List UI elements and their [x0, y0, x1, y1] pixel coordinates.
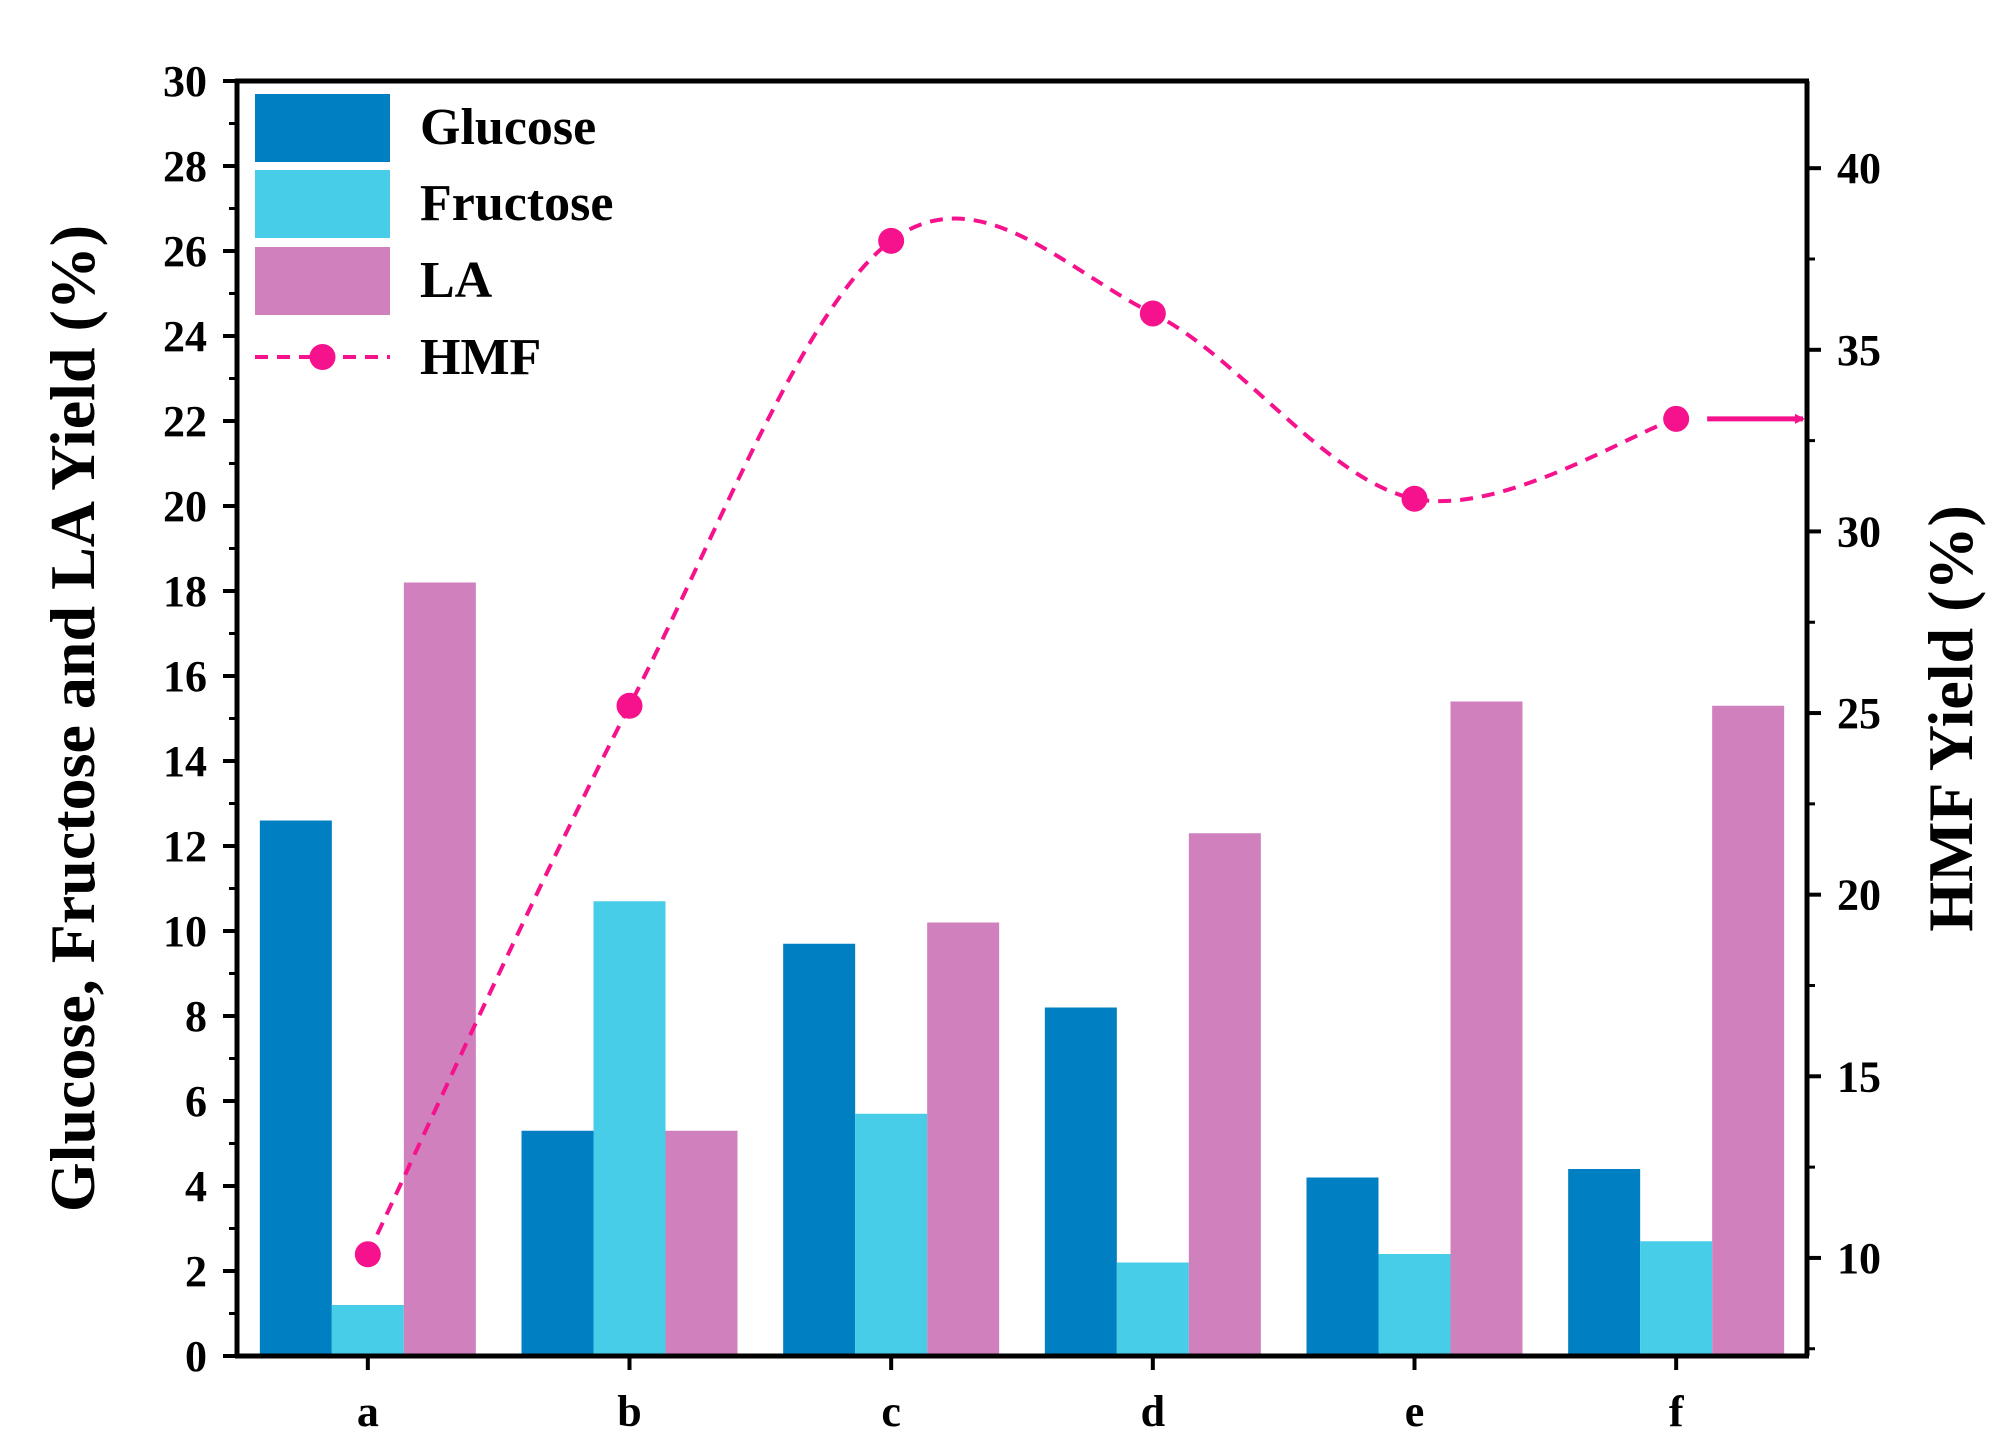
y-tick-label: 0: [185, 1332, 207, 1381]
la-bar: [665, 1130, 738, 1356]
glucose-bar: [1306, 1177, 1379, 1356]
y2-axis-label: HMF Yield (%): [1915, 505, 1986, 932]
y-tick-label: 4: [185, 1162, 207, 1211]
y-tick-label: 24: [163, 312, 207, 361]
glucose-bar: [783, 943, 856, 1356]
glucose-bar: [521, 1130, 594, 1356]
glucose-bar: [1044, 1007, 1117, 1356]
x-tick-label: e: [1405, 1387, 1425, 1436]
hmf-line: [366, 216, 1677, 1256]
fructose-bar: [593, 901, 666, 1356]
fructose-bar: [1640, 1241, 1713, 1356]
y-tick-label: 6: [185, 1077, 207, 1126]
la-bar: [1712, 705, 1785, 1356]
legend-label-glucose: Glucose: [420, 99, 596, 156]
legend-label-la: LA: [420, 252, 493, 309]
legend-label-fructose: Fructose: [420, 175, 613, 232]
y-tick-label: 8: [185, 992, 207, 1041]
y2-tick-label: 35: [1837, 326, 1881, 375]
legend-label-hmf: HMF: [420, 329, 541, 386]
y-tick-label: 10: [163, 907, 207, 956]
hmf-point: [1139, 300, 1166, 327]
glucose-bar: [1568, 1169, 1641, 1356]
y-tick-label: 12: [163, 822, 207, 871]
x-tick-label: a: [357, 1387, 379, 1436]
y2-tick-label: 15: [1837, 1052, 1881, 1101]
hmf-point: [1663, 405, 1690, 432]
y2-tick-label: 10: [1837, 1234, 1881, 1283]
y-axis-label: Glucose, Fructose and LA Yield (%): [37, 225, 108, 1212]
bars-layer: [259, 582, 1785, 1356]
legend-swatch-hmf-marker: [309, 344, 336, 370]
y2-tick-label: 30: [1837, 507, 1881, 556]
hmf-point: [354, 1241, 381, 1268]
x-tick-label: f: [1669, 1387, 1685, 1436]
hmf-point: [616, 692, 643, 719]
hmf-point: [1401, 485, 1428, 512]
y-tick-label: 26: [163, 227, 207, 276]
x-tick-label: c: [881, 1387, 901, 1436]
fructose-bar: [1378, 1254, 1451, 1356]
y-tick-label: 20: [163, 482, 207, 531]
y-tick-label: 22: [163, 397, 207, 446]
fructose-bar: [331, 1305, 404, 1356]
y-tick-label: 30: [163, 57, 207, 106]
la-bar: [403, 582, 476, 1356]
legend-swatch-glucose: [255, 94, 390, 162]
y-tick-label: 14: [163, 737, 207, 786]
legend: Glucose Fructose LA HMF: [255, 94, 613, 386]
la-bar: [927, 922, 1000, 1356]
y2-tick-label: 25: [1837, 689, 1881, 738]
axes-layer: 0246810121416182022242628301015202530354…: [163, 57, 1881, 1436]
x-tick-label: d: [1141, 1387, 1165, 1436]
legend-swatch-fructose: [255, 170, 390, 238]
fructose-bar: [855, 1113, 928, 1356]
fructose-bar: [1116, 1262, 1189, 1356]
y-tick-label: 2: [185, 1247, 207, 1296]
y-tick-label: 16: [163, 652, 207, 701]
x-tick-label: b: [617, 1387, 641, 1436]
hmf-line-layer: [354, 216, 1805, 1268]
y2-tick-label: 20: [1837, 871, 1881, 920]
glucose-bar: [259, 820, 332, 1356]
legend-swatch-la: [255, 247, 390, 315]
la-bar: [1450, 701, 1523, 1356]
hmf-point: [878, 227, 905, 254]
y-tick-label: 18: [163, 567, 207, 616]
y2-tick-label: 40: [1837, 144, 1881, 193]
y-tick-label: 28: [163, 142, 207, 191]
la-bar: [1188, 833, 1261, 1356]
